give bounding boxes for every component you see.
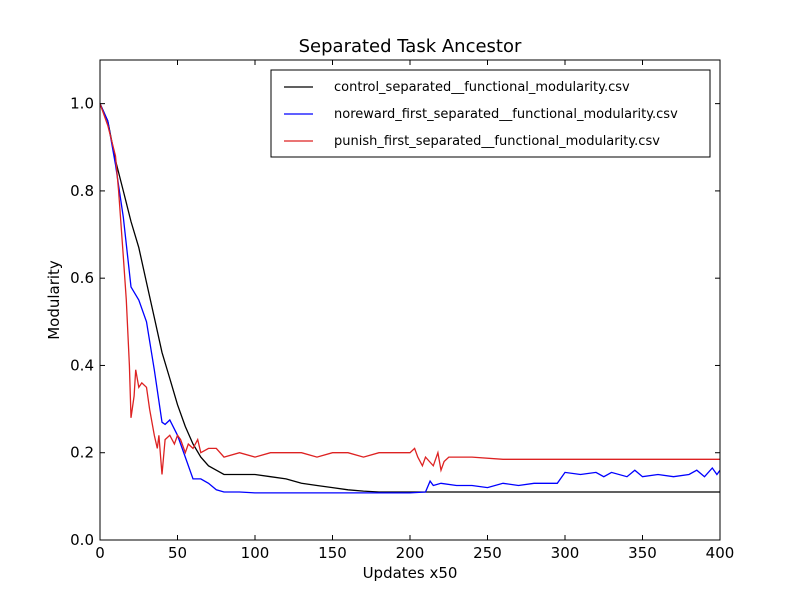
x-tick-label: 200 (396, 544, 425, 562)
x-axis-ticks: 0 50 100 150 200 250 300 350 400 (95, 60, 734, 562)
x-tick-label: 350 (628, 544, 657, 562)
y-tick-label: 0.0 (70, 531, 94, 549)
x-axis-label: Updates x50 (363, 564, 458, 582)
legend-box (270, 69, 711, 158)
y-axis-label: Modularity (45, 260, 63, 340)
y-tick-label: 1.0 (70, 95, 94, 113)
x-tick-label: 300 (551, 544, 580, 562)
legend-label-control: control_separated__functional_modularity… (334, 80, 630, 95)
legend-label-noreward: noreward_first_separated__functional_mod… (334, 107, 678, 122)
x-tick-label: 0 (95, 544, 105, 562)
x-tick-label: 100 (241, 544, 270, 562)
y-tick-label: 0.6 (70, 269, 94, 287)
y-tick-label: 0.8 (70, 182, 94, 200)
series-line-1 (99, 103, 721, 494)
y-axis-ticks: 0.0 0.2 0.4 0.6 0.8 1.0 (70, 95, 720, 549)
y-tick-label: 0.4 (70, 356, 94, 374)
legend-label-punish: punish_first_separated__functional_modul… (334, 134, 660, 149)
x-tick-label: 50 (168, 544, 187, 562)
chart-title: Separated Task Ancestor (299, 36, 522, 57)
x-tick-label: 150 (318, 544, 347, 562)
series-line-2 (99, 103, 720, 475)
plot-lines (99, 103, 721, 494)
series-line-0 (99, 103, 720, 493)
y-tick-label: 0.2 (70, 444, 94, 462)
x-tick-label: 400 (706, 544, 735, 562)
legend: control_separated__functional_modularity… (270, 69, 711, 158)
x-tick-label: 250 (473, 544, 502, 562)
